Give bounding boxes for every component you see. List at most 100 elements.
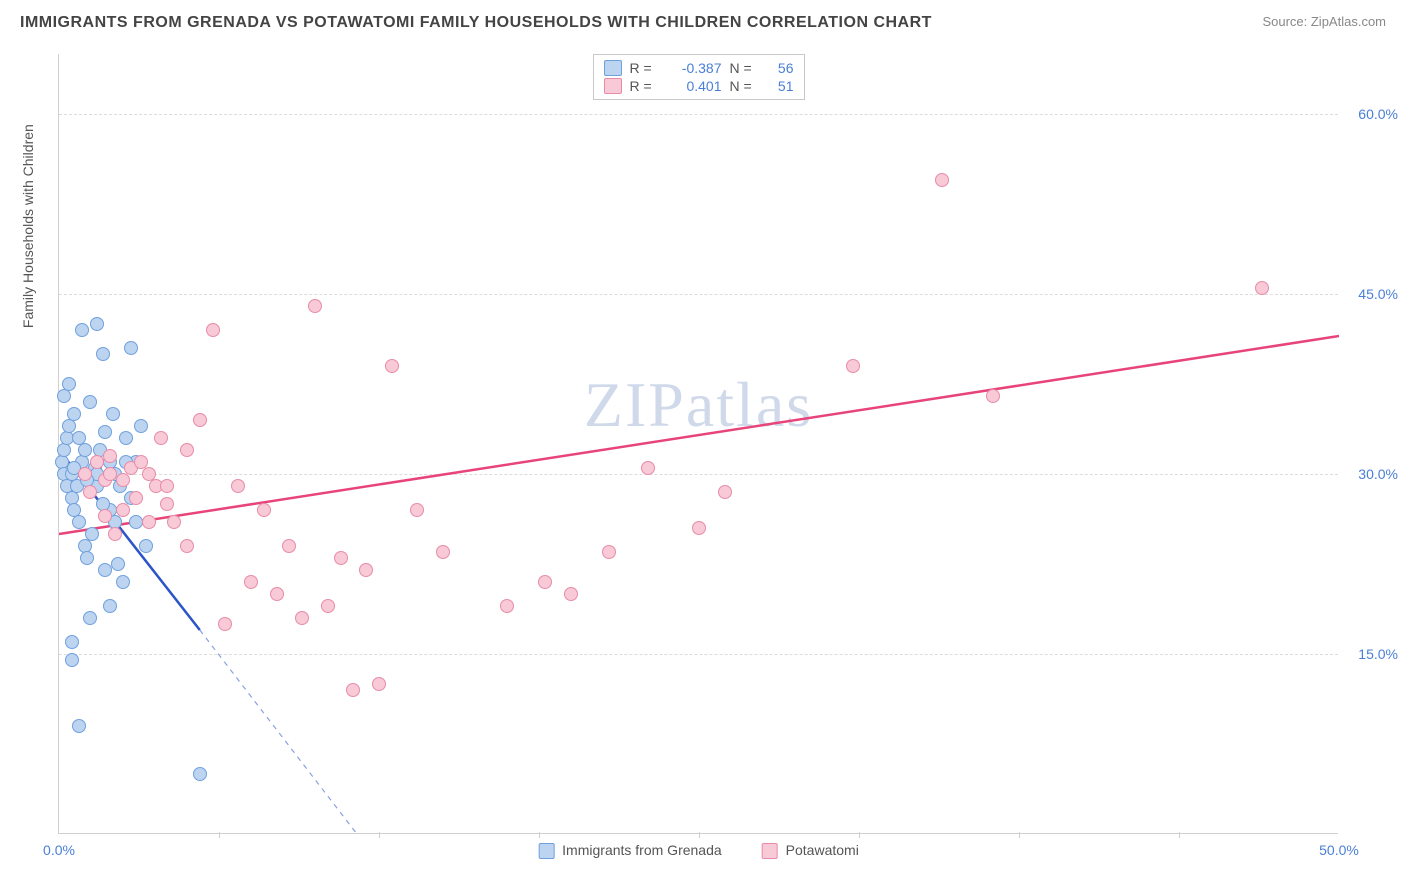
scatter-point xyxy=(167,515,181,529)
scatter-point xyxy=(62,419,76,433)
scatter-point xyxy=(72,719,86,733)
scatter-point xyxy=(103,455,117,469)
scatter-point xyxy=(160,479,174,493)
scatter-point xyxy=(72,431,86,445)
scatter-point xyxy=(500,599,514,613)
x-legend-swatch-1 xyxy=(538,843,554,859)
scatter-point xyxy=(75,455,89,469)
scatter-point xyxy=(935,173,949,187)
legend-row-series-1: R = -0.387 N = 56 xyxy=(604,59,794,77)
scatter-point xyxy=(436,545,450,559)
source-label: Source: ZipAtlas.com xyxy=(1262,14,1386,29)
scatter-point xyxy=(80,551,94,565)
scatter-point xyxy=(244,575,258,589)
scatter-point xyxy=(334,551,348,565)
scatter-point xyxy=(111,557,125,571)
scatter-point xyxy=(160,497,174,511)
scatter-point xyxy=(193,413,207,427)
scatter-point xyxy=(372,677,386,691)
x-legend-item-1: Immigrants from Grenada xyxy=(538,842,722,859)
x-legend-item-2: Potawatomi xyxy=(762,842,859,859)
scatter-point xyxy=(346,683,360,697)
trend-line-extrapolated xyxy=(200,630,366,834)
legend-r-label: R = xyxy=(630,78,658,94)
scatter-point xyxy=(103,449,117,463)
x-legend-swatch-2 xyxy=(762,843,778,859)
grid-line-h xyxy=(59,654,1338,655)
scatter-point xyxy=(134,419,148,433)
scatter-point xyxy=(98,563,112,577)
x-tick-label: 0.0% xyxy=(43,842,75,858)
scatter-point xyxy=(113,479,127,493)
scatter-point xyxy=(602,545,616,559)
scatter-point xyxy=(218,617,232,631)
scatter-point xyxy=(106,407,120,421)
scatter-point xyxy=(149,479,163,493)
scatter-point xyxy=(129,515,143,529)
scatter-point xyxy=(134,455,148,469)
scatter-point xyxy=(83,485,97,499)
chart-title: IMMIGRANTS FROM GRENADA VS POTAWATOMI FA… xyxy=(20,14,932,32)
scatter-point xyxy=(70,479,84,493)
trend-line xyxy=(59,450,200,630)
scatter-plot-area: ZIPatlas R = -0.387 N = 56 R = 0.401 N =… xyxy=(58,54,1338,834)
scatter-point xyxy=(55,455,69,469)
y-axis-label: Family Households with Children xyxy=(20,124,36,328)
scatter-point xyxy=(103,503,117,517)
scatter-point xyxy=(65,491,79,505)
x-minor-tick xyxy=(1179,832,1180,838)
legend-row-series-2: R = 0.401 N = 51 xyxy=(604,77,794,95)
scatter-point xyxy=(564,587,578,601)
scatter-point xyxy=(282,539,296,553)
scatter-point xyxy=(180,539,194,553)
scatter-point xyxy=(93,443,107,457)
scatter-point xyxy=(85,527,99,541)
legend-n-label: N = xyxy=(730,78,758,94)
legend-swatch-2 xyxy=(604,78,622,94)
scatter-point xyxy=(90,455,104,469)
scatter-point xyxy=(154,431,168,445)
legend-r-label: R = xyxy=(630,60,658,76)
scatter-point xyxy=(90,479,104,493)
scatter-point xyxy=(1255,281,1269,295)
scatter-point xyxy=(67,461,81,475)
scatter-point xyxy=(129,455,143,469)
scatter-point xyxy=(692,521,706,535)
scatter-point xyxy=(60,431,74,445)
x-minor-tick xyxy=(539,832,540,838)
scatter-point xyxy=(295,611,309,625)
scatter-point xyxy=(257,503,271,517)
legend-r-value-1: -0.387 xyxy=(666,60,722,76)
y-tick-label: 60.0% xyxy=(1343,106,1398,122)
scatter-point xyxy=(62,377,76,391)
scatter-point xyxy=(98,473,112,487)
scatter-point xyxy=(67,503,81,517)
x-minor-tick xyxy=(379,832,380,838)
y-tick-label: 15.0% xyxy=(1343,646,1398,662)
x-minor-tick xyxy=(859,832,860,838)
legend-swatch-1 xyxy=(604,60,622,76)
scatter-point xyxy=(359,563,373,577)
scatter-point xyxy=(119,455,133,469)
scatter-point xyxy=(410,503,424,517)
x-tick-label: 50.0% xyxy=(1319,842,1359,858)
scatter-point xyxy=(57,443,71,457)
x-minor-tick xyxy=(219,832,220,838)
scatter-point xyxy=(321,599,335,613)
scatter-point xyxy=(124,341,138,355)
scatter-point xyxy=(80,473,94,487)
scatter-point xyxy=(65,653,79,667)
scatter-point xyxy=(124,491,138,505)
scatter-point xyxy=(83,611,97,625)
x-axis-legend: Immigrants from Grenada Potawatomi xyxy=(538,842,859,859)
scatter-point xyxy=(538,575,552,589)
x-minor-tick xyxy=(699,832,700,838)
scatter-point xyxy=(124,461,138,475)
scatter-point xyxy=(641,461,655,475)
legend-n-value-1: 56 xyxy=(766,60,794,76)
scatter-point xyxy=(193,767,207,781)
scatter-point xyxy=(88,461,102,475)
scatter-point xyxy=(72,515,86,529)
scatter-point xyxy=(270,587,284,601)
scatter-point xyxy=(116,473,130,487)
